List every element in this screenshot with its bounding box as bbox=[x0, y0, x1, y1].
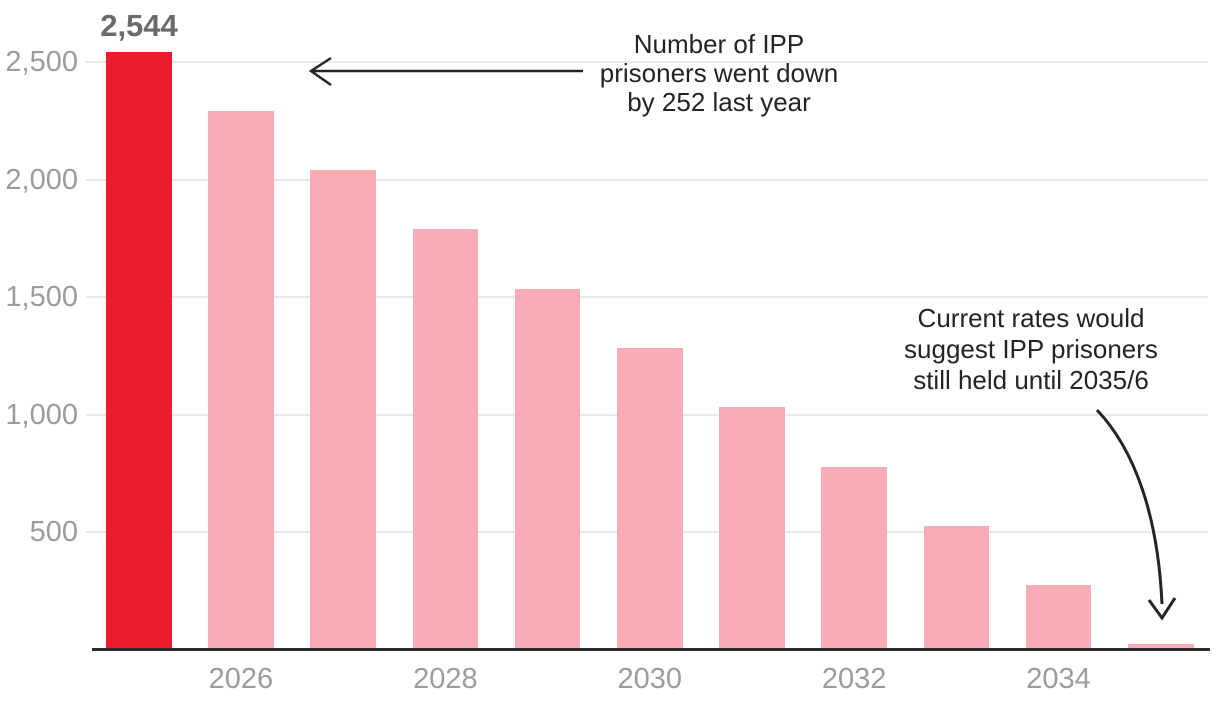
bar bbox=[1128, 644, 1194, 650]
x-axis-tick-label: 2030 bbox=[617, 663, 682, 695]
bar-value-label: 2,544 bbox=[100, 8, 178, 43]
gridline bbox=[86, 178, 1208, 181]
x-axis-tick-label: 2026 bbox=[208, 663, 274, 695]
bar bbox=[208, 110, 274, 650]
x-axis-line bbox=[92, 648, 1210, 651]
y-axis-tick-label: 500 bbox=[29, 516, 78, 549]
bar bbox=[821, 466, 887, 650]
x-axis-tick-label: 2028 bbox=[413, 663, 478, 695]
y-axis-tick-label: 2,500 bbox=[5, 46, 78, 78]
bar bbox=[923, 525, 990, 650]
gridline bbox=[86, 61, 1208, 63]
curved-down-arrow-icon bbox=[1095, 408, 1177, 621]
x-axis-tick-label: 2032 bbox=[821, 663, 887, 695]
y-axis-tick-label: 1,000 bbox=[5, 398, 78, 431]
annotation-decline-text: Number of IPP prisoners went down by 252… bbox=[599, 29, 839, 117]
bar bbox=[412, 229, 479, 650]
annotation-projection-text: Current rates would suggest IPP prisoner… bbox=[904, 303, 1158, 395]
x-axis-tick-label: 2034 bbox=[1026, 663, 1091, 695]
y-axis-tick-label: 2,000 bbox=[5, 163, 78, 196]
y-axis-tick-label: 1,500 bbox=[5, 281, 78, 314]
bar bbox=[1025, 585, 1092, 650]
bar bbox=[310, 170, 376, 650]
bar bbox=[617, 348, 683, 650]
bar bbox=[719, 407, 785, 650]
bar bbox=[514, 288, 581, 650]
gridline bbox=[86, 296, 1208, 299]
bar-highlighted bbox=[106, 51, 172, 650]
